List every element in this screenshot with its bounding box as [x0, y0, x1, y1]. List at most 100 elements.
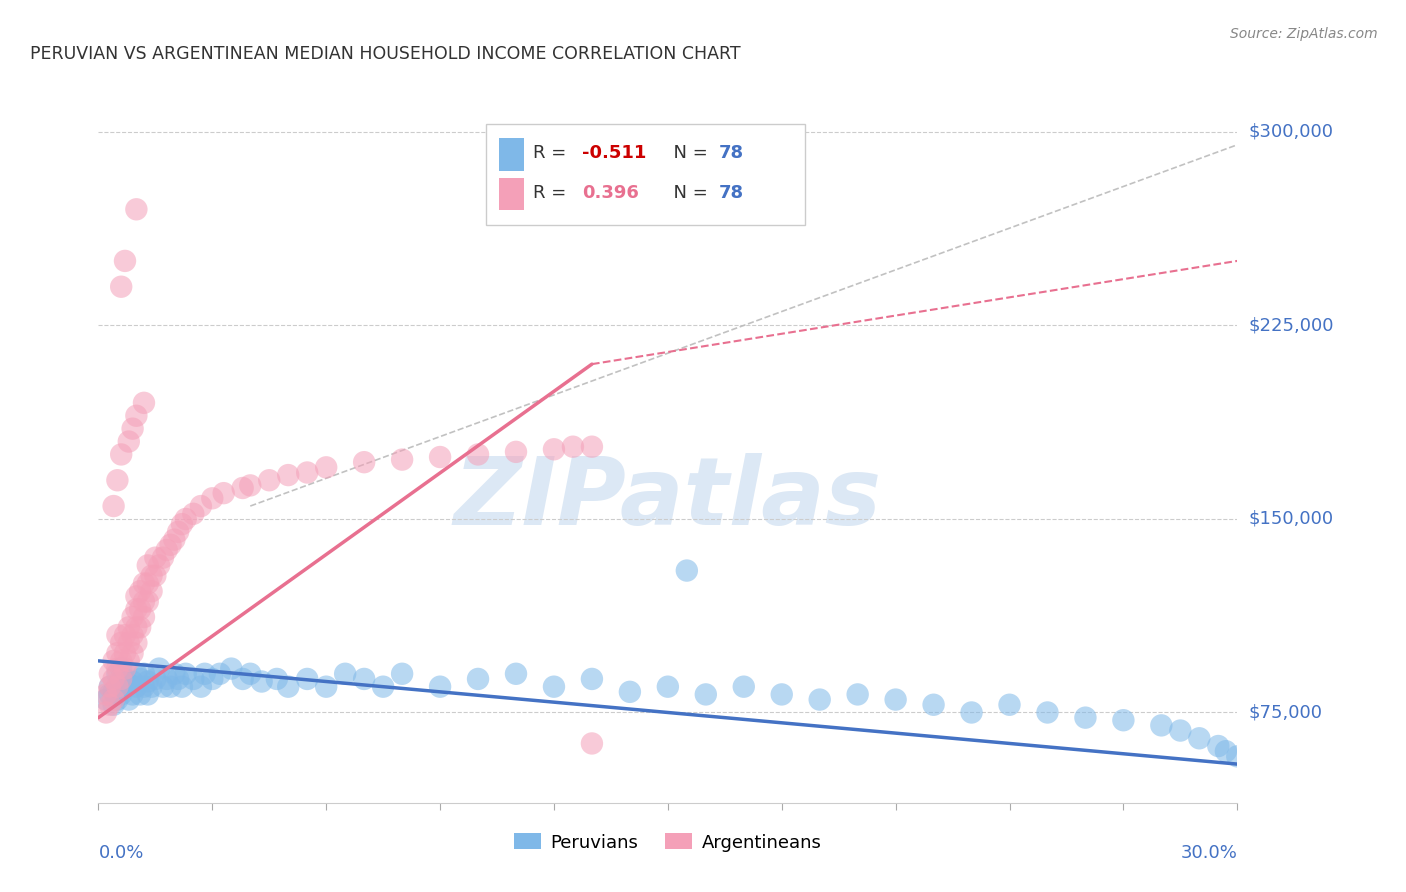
Point — [159, 538, 181, 552]
Point — [145, 550, 167, 565]
Point — [110, 447, 132, 461]
Point — [107, 680, 129, 694]
Point — [129, 602, 152, 616]
Point — [132, 610, 155, 624]
Point — [163, 533, 186, 547]
Point — [543, 442, 565, 457]
Point — [129, 584, 152, 599]
Point — [125, 680, 148, 694]
Point — [125, 666, 148, 681]
Point — [467, 447, 489, 461]
Point — [259, 473, 281, 487]
Point — [371, 680, 394, 694]
Point — [98, 666, 121, 681]
Text: ZIPatlas: ZIPatlas — [454, 453, 882, 545]
Point — [107, 662, 129, 676]
Point — [1036, 706, 1059, 720]
Point — [190, 680, 212, 694]
Point — [114, 253, 136, 268]
Point — [152, 680, 174, 694]
Text: $225,000: $225,000 — [1249, 317, 1334, 334]
Text: $300,000: $300,000 — [1249, 123, 1333, 141]
Point — [208, 666, 231, 681]
Text: 78: 78 — [718, 145, 744, 162]
Point — [121, 687, 143, 701]
Point — [103, 499, 125, 513]
Point — [581, 736, 603, 750]
Point — [145, 672, 167, 686]
Point — [170, 517, 193, 532]
Text: 0.396: 0.396 — [582, 184, 640, 202]
Point — [94, 692, 117, 706]
Text: R =: R = — [533, 184, 572, 202]
Point — [998, 698, 1021, 712]
Point — [125, 636, 148, 650]
Point — [125, 620, 148, 634]
Point — [167, 672, 190, 686]
Point — [132, 594, 155, 608]
Point — [118, 434, 141, 449]
Text: R =: R = — [533, 145, 572, 162]
Text: 78: 78 — [718, 184, 744, 202]
Point — [266, 672, 288, 686]
Point — [125, 590, 148, 604]
Point — [145, 568, 167, 582]
Point — [118, 636, 141, 650]
Point — [98, 680, 121, 694]
Point — [114, 672, 136, 686]
Text: -0.511: -0.511 — [582, 145, 647, 162]
Point — [110, 636, 132, 650]
Point — [103, 692, 125, 706]
Point — [132, 680, 155, 694]
Point — [212, 486, 235, 500]
Point — [1112, 713, 1135, 727]
Point — [121, 674, 143, 689]
Point — [136, 594, 159, 608]
Point — [94, 687, 117, 701]
Point — [118, 677, 141, 691]
Point — [505, 445, 527, 459]
Point — [94, 706, 117, 720]
Point — [505, 666, 527, 681]
Point — [1208, 739, 1230, 753]
Point — [110, 687, 132, 701]
Point — [118, 654, 141, 668]
Point — [107, 692, 129, 706]
Point — [141, 584, 163, 599]
Text: $150,000: $150,000 — [1249, 510, 1333, 528]
Point — [118, 692, 141, 706]
Point — [141, 568, 163, 582]
Point — [657, 680, 679, 694]
Point — [136, 687, 159, 701]
Point — [1188, 731, 1211, 746]
Point — [581, 440, 603, 454]
Point — [163, 666, 186, 681]
Bar — [499, 178, 524, 211]
Point — [114, 662, 136, 676]
Point — [201, 491, 224, 506]
Point — [174, 666, 197, 681]
Point — [467, 672, 489, 686]
Point — [190, 499, 212, 513]
Point — [221, 662, 243, 676]
Point — [174, 512, 197, 526]
Point — [733, 680, 755, 694]
Point — [136, 558, 159, 573]
Point — [132, 396, 155, 410]
Point — [353, 672, 375, 686]
Point — [695, 687, 717, 701]
Point — [770, 687, 793, 701]
Point — [98, 680, 121, 694]
Text: 0.0%: 0.0% — [98, 845, 143, 863]
Point — [277, 680, 299, 694]
Point — [922, 698, 945, 712]
Point — [136, 674, 159, 689]
Point — [543, 680, 565, 694]
Point — [118, 620, 141, 634]
Point — [148, 558, 170, 573]
Point — [619, 685, 641, 699]
Point — [103, 698, 125, 712]
Point — [125, 409, 148, 423]
Point — [107, 646, 129, 660]
Point — [960, 706, 983, 720]
